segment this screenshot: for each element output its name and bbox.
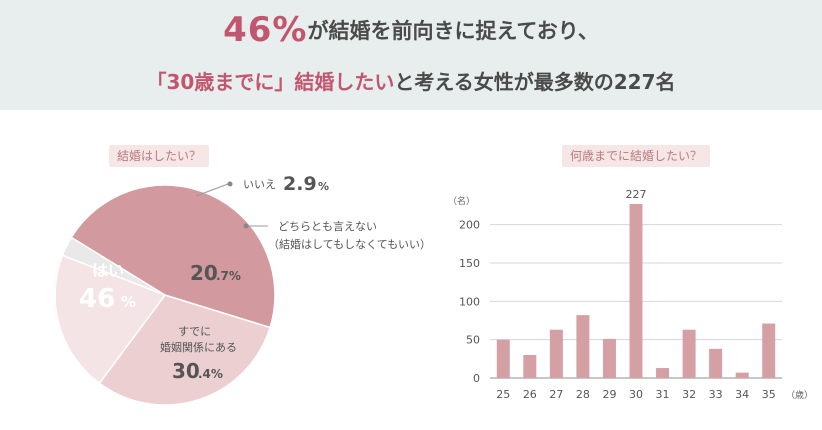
bar-question-tag: 何歳までに結婚したい？ xyxy=(562,145,711,167)
x-tick-label: 30 xyxy=(629,388,643,401)
pie-chart: いいえ 2.9 % どちらとも言えない （結婚はしてもしなくてもいい） はい 4… xyxy=(54,173,431,406)
no-unit: % xyxy=(318,180,329,193)
y-tick-label: 150 xyxy=(459,257,480,270)
headline-line-2: 「30歳までに」結婚したいと考える女性が最多数の227名 xyxy=(0,66,822,95)
pie-slices xyxy=(54,184,276,406)
either-decimal: .7% xyxy=(216,269,241,283)
bar-31 xyxy=(656,368,670,378)
x-tick-label: 28 xyxy=(576,388,590,401)
either-leader-dot xyxy=(243,223,249,229)
headline-line-1: 46%が結婚を前向きに捉えており、 xyxy=(0,10,822,50)
either-label-1: どちらとも言えない xyxy=(278,220,377,233)
x-tick-label: 29 xyxy=(602,388,616,401)
y-tick-label: 0 xyxy=(473,372,480,385)
bar-series xyxy=(496,203,776,378)
headline-line-2-text: と考える女性が最多数の227名 xyxy=(394,70,676,94)
bar-29 xyxy=(602,338,616,378)
bar-26 xyxy=(523,355,537,378)
y-tick-label: 50 xyxy=(466,334,480,347)
yes-unit: % xyxy=(121,293,136,311)
bar-33 xyxy=(709,348,723,378)
headline-banner: 46%が結婚を前向きに捉えており、 「30歳までに」結婚したいと考える女性が最多… xyxy=(0,0,822,110)
y-tick-label: 200 xyxy=(459,219,480,232)
no-value: 2.9 xyxy=(283,173,317,195)
pie-question-tag: 結婚はしたい？ xyxy=(109,145,210,167)
x-tick-label: 33 xyxy=(709,388,723,401)
married-label-1: すでに xyxy=(178,325,211,338)
either-value: 20 xyxy=(190,261,218,285)
x-tick-label: 31 xyxy=(656,388,670,401)
headline-big-percent: 46% xyxy=(223,10,308,50)
x-tick-label: 27 xyxy=(549,388,563,401)
yes-label: はい xyxy=(92,261,124,280)
either-label-2: （結婚はしてもしなくてもいい） xyxy=(268,237,431,251)
headline-line-1-text: が結婚を前向きに捉えており、 xyxy=(307,19,599,43)
bar-chart: （名） 0 50 100 150 200 25 26 27 28 29 30 227 31 32 33 34 35… xyxy=(448,188,813,401)
x-tick-label: 25 xyxy=(496,388,510,401)
bar-34 xyxy=(735,372,749,378)
bar-data-label: 227 xyxy=(626,188,647,201)
x-tick-label: 32 xyxy=(682,388,696,401)
bar-labels: （名） 0 50 100 150 200 25 26 27 28 29 30 227 31 32 33 34 35… xyxy=(448,188,813,401)
bar-30 xyxy=(629,203,643,378)
no-leader-line xyxy=(195,183,229,197)
pie-slice-yes xyxy=(70,184,276,329)
bar-32 xyxy=(682,329,696,378)
y-unit-label: （名） xyxy=(448,195,475,207)
married-decimal: .4% xyxy=(198,367,223,381)
married-label-2: 婚姻関係にある xyxy=(160,340,237,354)
no-leader-dot xyxy=(227,181,233,187)
bar-35 xyxy=(762,323,776,378)
pie-slice-either xyxy=(54,254,167,385)
x-unit-label: （歳） xyxy=(786,389,813,401)
yes-value: 46 xyxy=(79,284,115,314)
x-tick-label: 35 xyxy=(762,388,776,401)
y-tick-label: 100 xyxy=(459,295,480,308)
married-value: 30 xyxy=(172,359,200,383)
bar-25 xyxy=(496,339,510,378)
headline-accent-text: 「30歳までに」結婚したい xyxy=(146,70,395,94)
x-tick-label: 26 xyxy=(523,388,537,401)
pie-slice-married xyxy=(98,294,272,406)
x-tick-label: 34 xyxy=(735,388,749,401)
bar-27 xyxy=(549,329,563,378)
no-label: いいえ xyxy=(243,178,276,191)
bar-28 xyxy=(576,315,590,378)
